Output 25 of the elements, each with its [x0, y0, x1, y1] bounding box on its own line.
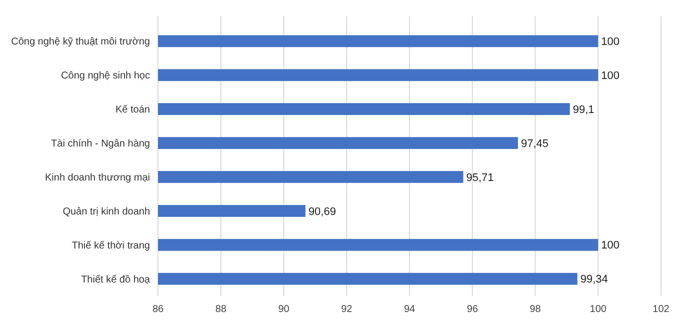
data-label: 99,34	[580, 274, 608, 286]
data-label: 95,71	[466, 172, 494, 184]
y-tick-label: Kinh doanh thương mại	[45, 172, 150, 184]
x-tick-label: 94	[404, 304, 416, 315]
data-label: 99,1	[572, 104, 594, 116]
y-tick-label: Công nghệ kỹ thuật môi trường	[11, 36, 150, 48]
x-tick-label: 88	[215, 304, 227, 315]
y-tick-label: Công nghệ sinh học	[61, 70, 150, 82]
y-tick-label: Thiết kế đồ hoạ	[81, 274, 150, 286]
data-label: 97,45	[520, 138, 548, 150]
x-tick-label: 98	[530, 304, 542, 315]
x-tick-label: 90	[278, 304, 290, 315]
x-tick-label: 102	[652, 304, 670, 315]
y-tick-label: Thiế kế thời trang	[72, 240, 150, 252]
x-tick-label: 86	[152, 304, 164, 315]
x-tick-label: 100	[590, 304, 607, 315]
x-tick-label: 96	[466, 304, 478, 315]
y-tick-label: Tài chính - Ngân hàng	[51, 138, 150, 150]
data-label: 100	[601, 70, 620, 82]
data-label: 100	[601, 36, 620, 48]
x-tick-label: 92	[341, 304, 353, 315]
y-tick-label: Quản trị kinh doanh	[62, 206, 150, 218]
y-tick-label: Kế toán	[116, 104, 150, 116]
data-label: 100	[601, 240, 620, 252]
data-label: 90,69	[308, 206, 336, 218]
